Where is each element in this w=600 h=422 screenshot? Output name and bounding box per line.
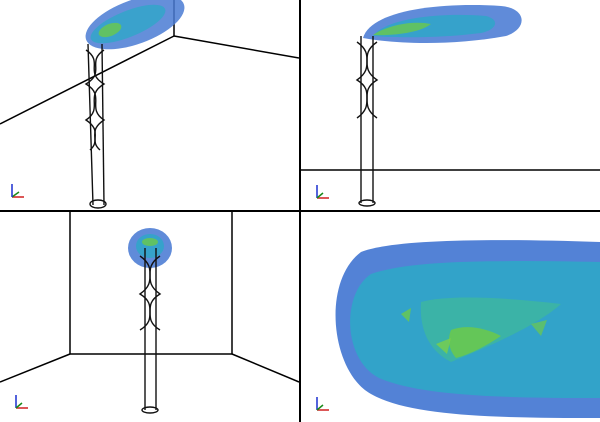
chimney-structure — [355, 36, 379, 207]
side-scene — [301, 5, 600, 207]
chimney-structure — [84, 43, 107, 209]
room-lines — [0, 212, 299, 383]
horizontal-divider — [0, 210, 600, 212]
viewport-front[interactable] — [0, 212, 299, 422]
chimney-structure — [138, 248, 162, 414]
axis-triad — [316, 185, 329, 199]
plume-shape — [335, 240, 600, 418]
axis-triad — [11, 184, 24, 198]
viewport-side[interactable] — [301, 0, 600, 210]
zoom-scene — [316, 240, 600, 418]
front-scene — [0, 212, 299, 414]
axis-triad — [316, 397, 329, 411]
perspective-scene — [0, 0, 299, 209]
plume-shape — [363, 5, 522, 43]
plume-shape — [85, 0, 185, 50]
axis-triad — [15, 395, 28, 409]
plume-shape — [128, 228, 172, 268]
viewport-perspective[interactable] — [0, 0, 299, 210]
viewport-zoom[interactable] — [301, 212, 600, 422]
